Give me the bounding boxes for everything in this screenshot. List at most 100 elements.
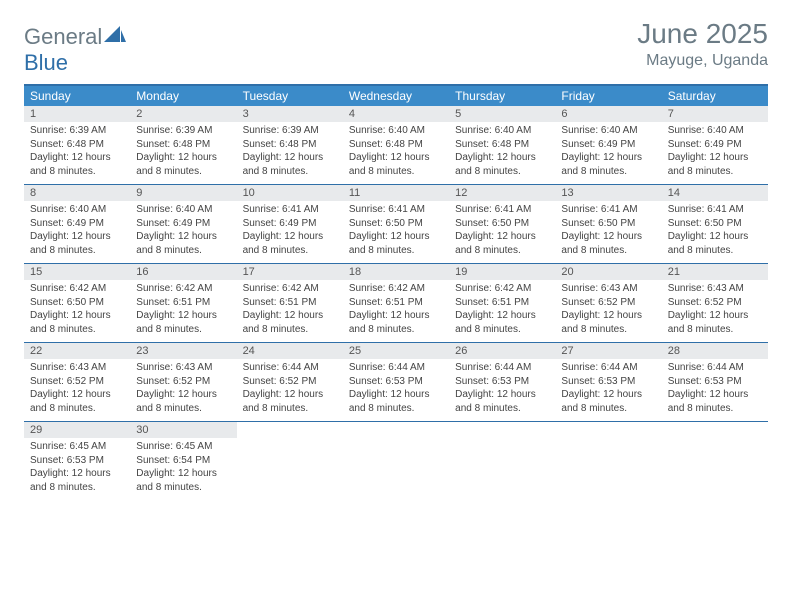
daylight-line: Daylight: 12 hours and 8 minutes. <box>455 309 549 336</box>
sunrise-line: Sunrise: 6:44 AM <box>561 361 655 375</box>
day-number: 23 <box>130 343 236 359</box>
day-cell: 28Sunrise: 6:44 AMSunset: 6:53 PMDayligh… <box>662 343 768 421</box>
daylight-line: Daylight: 12 hours and 8 minutes. <box>561 309 655 336</box>
sunset-line: Sunset: 6:50 PM <box>455 217 549 231</box>
day-body: Sunrise: 6:41 AMSunset: 6:50 PMDaylight:… <box>343 201 449 257</box>
day-body: Sunrise: 6:40 AMSunset: 6:48 PMDaylight:… <box>449 122 555 178</box>
sunset-line: Sunset: 6:51 PM <box>136 296 230 310</box>
sunrise-line: Sunrise: 6:42 AM <box>243 282 337 296</box>
day-body: Sunrise: 6:42 AMSunset: 6:51 PMDaylight:… <box>343 280 449 336</box>
day-number: 8 <box>24 185 130 201</box>
day-number: 19 <box>449 264 555 280</box>
sunrise-line: Sunrise: 6:42 AM <box>349 282 443 296</box>
week-row: 1Sunrise: 6:39 AMSunset: 6:48 PMDaylight… <box>24 106 768 184</box>
sunrise-line: Sunrise: 6:44 AM <box>668 361 762 375</box>
day-cell: 23Sunrise: 6:43 AMSunset: 6:52 PMDayligh… <box>130 343 236 421</box>
brand-sail-icon <box>104 24 126 50</box>
day-cell: 17Sunrise: 6:42 AMSunset: 6:51 PMDayligh… <box>237 264 343 342</box>
day-body: Sunrise: 6:42 AMSunset: 6:51 PMDaylight:… <box>237 280 343 336</box>
sunset-line: Sunset: 6:48 PM <box>243 138 337 152</box>
day-number: 27 <box>555 343 661 359</box>
sunrise-line: Sunrise: 6:45 AM <box>136 440 230 454</box>
weekday-header: Sunday <box>24 86 130 106</box>
sunset-line: Sunset: 6:49 PM <box>243 217 337 231</box>
daylight-line: Daylight: 12 hours and 8 minutes. <box>136 467 230 494</box>
brand-logo: GeneralBlue <box>24 24 126 76</box>
sunrise-line: Sunrise: 6:43 AM <box>136 361 230 375</box>
day-cell: 20Sunrise: 6:43 AMSunset: 6:52 PMDayligh… <box>555 264 661 342</box>
sunrise-line: Sunrise: 6:42 AM <box>136 282 230 296</box>
brand-part-a: General <box>24 24 102 49</box>
sunset-line: Sunset: 6:48 PM <box>349 138 443 152</box>
sunset-line: Sunset: 6:50 PM <box>30 296 124 310</box>
sunset-line: Sunset: 6:48 PM <box>136 138 230 152</box>
sunset-line: Sunset: 6:50 PM <box>561 217 655 231</box>
sunrise-line: Sunrise: 6:41 AM <box>561 203 655 217</box>
sunrise-line: Sunrise: 6:44 AM <box>243 361 337 375</box>
daylight-line: Daylight: 12 hours and 8 minutes. <box>455 230 549 257</box>
daylight-line: Daylight: 12 hours and 8 minutes. <box>243 230 337 257</box>
day-number: 30 <box>130 422 236 438</box>
day-cell: 4Sunrise: 6:40 AMSunset: 6:48 PMDaylight… <box>343 106 449 184</box>
day-number: 16 <box>130 264 236 280</box>
daylight-line: Daylight: 12 hours and 8 minutes. <box>30 151 124 178</box>
daylight-line: Daylight: 12 hours and 8 minutes. <box>561 151 655 178</box>
week-row: 8Sunrise: 6:40 AMSunset: 6:49 PMDaylight… <box>24 184 768 263</box>
day-body: Sunrise: 6:41 AMSunset: 6:50 PMDaylight:… <box>662 201 768 257</box>
week-row: 15Sunrise: 6:42 AMSunset: 6:50 PMDayligh… <box>24 263 768 342</box>
day-number: 1 <box>24 106 130 122</box>
sunrise-line: Sunrise: 6:44 AM <box>349 361 443 375</box>
sunset-line: Sunset: 6:53 PM <box>668 375 762 389</box>
day-cell: 6Sunrise: 6:40 AMSunset: 6:49 PMDaylight… <box>555 106 661 184</box>
weekday-header: Tuesday <box>237 86 343 106</box>
title-block: June 2025 Mayuge, Uganda <box>637 18 768 70</box>
day-number: 3 <box>237 106 343 122</box>
weekday-header: Saturday <box>662 86 768 106</box>
sunset-line: Sunset: 6:50 PM <box>349 217 443 231</box>
day-number: 6 <box>555 106 661 122</box>
day-cell: 2Sunrise: 6:39 AMSunset: 6:48 PMDaylight… <box>130 106 236 184</box>
day-cell: 24Sunrise: 6:44 AMSunset: 6:52 PMDayligh… <box>237 343 343 421</box>
day-number: 20 <box>555 264 661 280</box>
day-number: 2 <box>130 106 236 122</box>
sunset-line: Sunset: 6:52 PM <box>668 296 762 310</box>
sunset-line: Sunset: 6:54 PM <box>136 454 230 468</box>
daylight-line: Daylight: 12 hours and 8 minutes. <box>30 309 124 336</box>
sunset-line: Sunset: 6:53 PM <box>561 375 655 389</box>
day-cell: 9Sunrise: 6:40 AMSunset: 6:49 PMDaylight… <box>130 185 236 263</box>
day-cell <box>662 422 768 500</box>
day-number: 9 <box>130 185 236 201</box>
daylight-line: Daylight: 12 hours and 8 minutes. <box>668 230 762 257</box>
daylight-line: Daylight: 12 hours and 8 minutes. <box>136 309 230 336</box>
day-number: 29 <box>24 422 130 438</box>
day-cell: 16Sunrise: 6:42 AMSunset: 6:51 PMDayligh… <box>130 264 236 342</box>
daylight-line: Daylight: 12 hours and 8 minutes. <box>668 151 762 178</box>
day-number: 12 <box>449 185 555 201</box>
sunset-line: Sunset: 6:51 PM <box>455 296 549 310</box>
day-body: Sunrise: 6:44 AMSunset: 6:53 PMDaylight:… <box>343 359 449 415</box>
daylight-line: Daylight: 12 hours and 8 minutes. <box>136 388 230 415</box>
sunset-line: Sunset: 6:52 PM <box>561 296 655 310</box>
sunrise-line: Sunrise: 6:41 AM <box>243 203 337 217</box>
daylight-line: Daylight: 12 hours and 8 minutes. <box>349 388 443 415</box>
day-cell: 8Sunrise: 6:40 AMSunset: 6:49 PMDaylight… <box>24 185 130 263</box>
sunrise-line: Sunrise: 6:43 AM <box>30 361 124 375</box>
day-cell: 12Sunrise: 6:41 AMSunset: 6:50 PMDayligh… <box>449 185 555 263</box>
sunset-line: Sunset: 6:52 PM <box>30 375 124 389</box>
sunset-line: Sunset: 6:53 PM <box>349 375 443 389</box>
page-header: GeneralBlue June 2025 Mayuge, Uganda <box>24 18 768 76</box>
daylight-line: Daylight: 12 hours and 8 minutes. <box>243 309 337 336</box>
daylight-line: Daylight: 12 hours and 8 minutes. <box>455 151 549 178</box>
day-body: Sunrise: 6:40 AMSunset: 6:49 PMDaylight:… <box>130 201 236 257</box>
day-body: Sunrise: 6:40 AMSunset: 6:49 PMDaylight:… <box>24 201 130 257</box>
weekday-header: Wednesday <box>343 86 449 106</box>
day-number: 4 <box>343 106 449 122</box>
day-body: Sunrise: 6:44 AMSunset: 6:53 PMDaylight:… <box>555 359 661 415</box>
day-body: Sunrise: 6:42 AMSunset: 6:51 PMDaylight:… <box>130 280 236 336</box>
sunset-line: Sunset: 6:48 PM <box>455 138 549 152</box>
sunrise-line: Sunrise: 6:44 AM <box>455 361 549 375</box>
sunrise-line: Sunrise: 6:40 AM <box>668 124 762 138</box>
sunrise-line: Sunrise: 6:40 AM <box>30 203 124 217</box>
day-cell: 7Sunrise: 6:40 AMSunset: 6:49 PMDaylight… <box>662 106 768 184</box>
sunrise-line: Sunrise: 6:40 AM <box>136 203 230 217</box>
